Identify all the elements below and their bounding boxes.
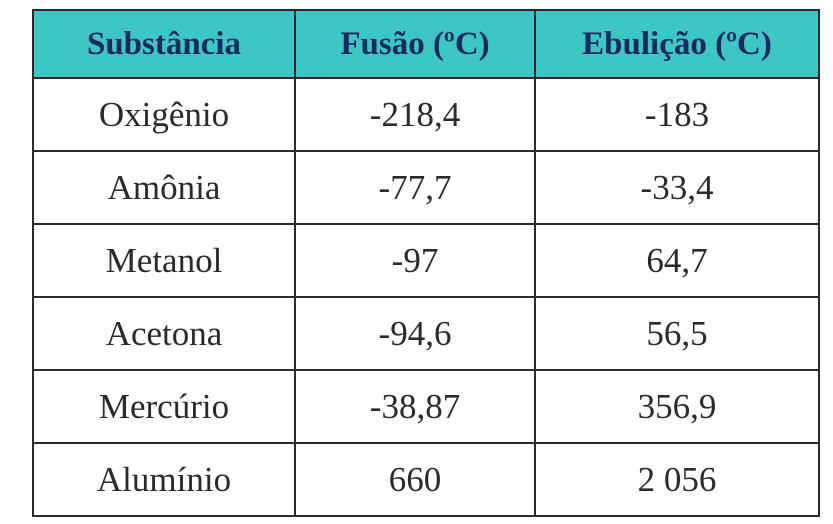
table-cell: Amônia [32,150,296,225]
table-cell: -38,87 [294,369,536,444]
table-cell: Metanol [32,223,296,298]
table-cell: 56,5 [534,296,820,371]
header-cell: Fusão (ºC) [294,9,536,79]
header-cell: Substância [32,9,296,79]
data-table: Substância Fusão (ºC) Ebulição (ºC) Oxigên… [32,9,820,517]
table-cell: Oxigênio [32,77,296,152]
table-cell: -97 [294,223,536,298]
table-cell: -218,4 [294,77,536,152]
table-cell: -94,6 [294,296,536,371]
table-cell: -183 [534,77,820,152]
table-row: Amônia -77,7 -33,4 [32,150,820,225]
table-cell: Alumínio [32,442,296,517]
table-cell: 2 056 [534,442,820,517]
table-cell: Acetona [32,296,296,371]
header-cell: Ebulição (ºC) [534,9,820,79]
table-row: Oxigênio -218,4 -183 [32,77,820,152]
table-row: Mercúrio -38,87 356,9 [32,369,820,444]
table-cell: 660 [294,442,536,517]
table-cell: -33,4 [534,150,820,225]
table-row: Metanol -97 64,7 [32,223,820,298]
table-cell: -77,7 [294,150,536,225]
table-cell: 64,7 [534,223,820,298]
table-cell: Mercúrio [32,369,296,444]
table-row: Alumínio 660 2 056 [32,442,820,517]
table-header: Substância Fusão (ºC) Ebulição (ºC) [32,9,820,79]
table-body: Oxigênio -218,4 -183 Amônia -77,7 -33,4 Metano… [32,77,820,517]
header-row: Substância Fusão (ºC) Ebulição (ºC) [32,9,820,79]
table-row: Acetona -94,6 56,5 [32,296,820,371]
table-cell: 356,9 [534,369,820,444]
